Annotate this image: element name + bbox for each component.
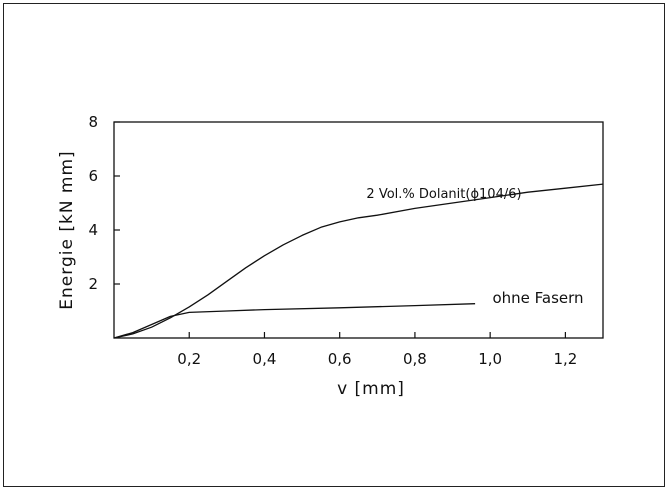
y-tick-label: 2: [88, 275, 98, 293]
y-tick-label: 4: [88, 221, 98, 239]
y-tick-label: 6: [88, 167, 98, 185]
x-tick-label: 0,4: [253, 350, 277, 368]
series-label-dolanit: 2 Vol.% Dolanit(ϕ104/6): [366, 187, 521, 202]
y-axis-title: Energie [kN mm]: [57, 150, 77, 309]
series-line-ohne-fasern: [113, 303, 476, 339]
x-tick-label: 0,2: [177, 350, 201, 368]
y-tick-label: 8: [88, 113, 98, 131]
series-line-dolanit: [113, 183, 604, 339]
x-tick-label: 1,2: [553, 350, 577, 368]
figure-frame: [3, 3, 665, 487]
x-tick-label: 0,6: [328, 350, 352, 368]
series-group: [113, 183, 604, 339]
series-label-ohne-fasern: ohne Fasern: [492, 289, 583, 307]
y-axis: 2 4 6 8: [88, 113, 120, 293]
x-tick-label: 1,0: [478, 350, 502, 368]
x-axis-title: v [mm]: [337, 379, 405, 399]
x-axis: 0,2 0,4 0,6 0,8 1,0 1,2: [177, 332, 577, 368]
x-tick-label: 0,8: [403, 350, 427, 368]
